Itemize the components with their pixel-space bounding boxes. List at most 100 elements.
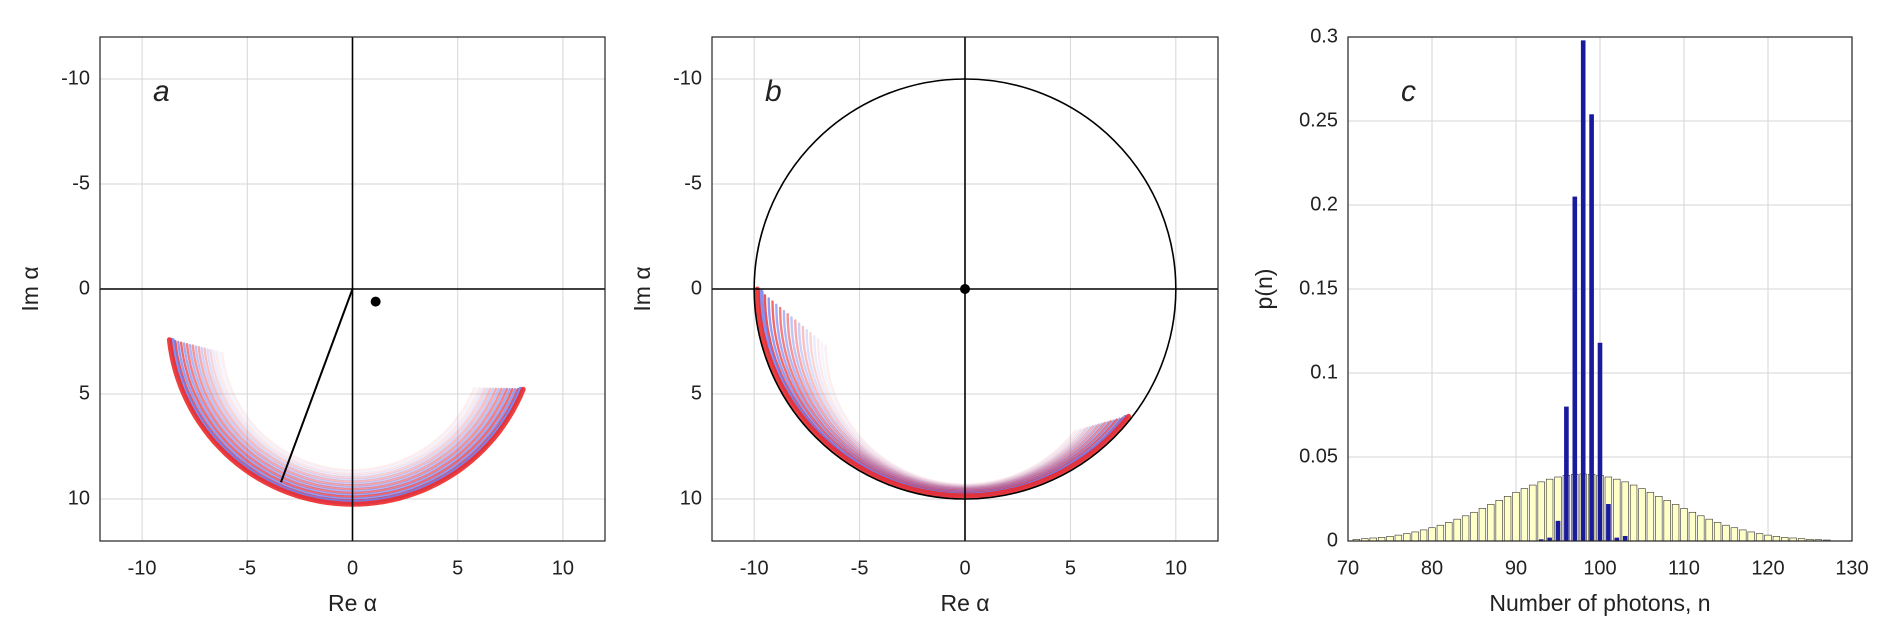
bar	[1520, 488, 1529, 542]
fringe	[197, 345, 498, 487]
y-tick-label: 0.1	[1310, 361, 1338, 383]
fringe	[754, 286, 1132, 499]
fringe	[215, 350, 481, 476]
x-tick-label: -10	[128, 557, 157, 579]
y-axis-label: Im α	[629, 266, 655, 311]
bar	[1453, 518, 1461, 542]
fringe	[813, 335, 1085, 488]
fringe	[191, 344, 503, 491]
y-tick-label: 0.05	[1299, 445, 1338, 467]
x-tick-label: 10	[1165, 557, 1187, 579]
x-tick-label: 110	[1668, 557, 1700, 579]
bar	[1622, 535, 1628, 541]
bar	[1537, 481, 1545, 542]
bar	[1564, 406, 1569, 541]
x-axis-label: Re α	[940, 590, 989, 616]
fringe	[220, 351, 476, 472]
x-tick-label: -5	[851, 557, 869, 579]
x-tick-label: 80	[1421, 557, 1443, 579]
bar	[1394, 534, 1403, 542]
fringe	[177, 340, 517, 500]
bar	[1529, 484, 1537, 542]
fringe	[185, 343, 508, 495]
y-tick-label: -10	[61, 67, 90, 89]
fringe	[206, 348, 489, 481]
y-tick-label: 0	[79, 277, 90, 299]
y-tick-label: -5	[684, 172, 702, 194]
x-axis-label: Number of photons, n	[1489, 590, 1710, 616]
y-tick-label: 5	[691, 382, 702, 404]
wigner-fringes	[754, 286, 1132, 499]
plot-frame	[711, 36, 1219, 542]
bar	[1470, 511, 1478, 542]
x-axis-label: Re α	[328, 590, 377, 616]
y-tick-label: -5	[72, 172, 90, 194]
fringe	[797, 322, 1097, 491]
circle	[753, 78, 1177, 500]
fringe	[203, 347, 492, 483]
bar	[1688, 511, 1697, 542]
fringe	[218, 351, 478, 474]
bar	[1461, 515, 1470, 542]
bar	[1495, 500, 1503, 542]
bar	[1713, 522, 1722, 542]
fringe	[182, 342, 511, 497]
bar	[1403, 533, 1411, 542]
bar	[1386, 535, 1394, 542]
bar	[1503, 496, 1512, 542]
x-tick-label: 10	[552, 557, 574, 579]
fringe	[820, 341, 1079, 487]
y-tick-label: 0.2	[1310, 193, 1338, 215]
bar	[1638, 488, 1646, 542]
x-tick-label: 120	[1751, 557, 1784, 579]
bar	[1580, 40, 1586, 542]
bar	[1614, 537, 1620, 541]
fringe	[794, 319, 1100, 491]
fringe	[801, 325, 1094, 490]
bar	[1572, 196, 1578, 541]
bar	[1663, 500, 1671, 542]
x-tick-label: 70	[1337, 557, 1359, 579]
fringe	[816, 338, 1082, 488]
bar	[1547, 537, 1552, 541]
fringe	[200, 346, 495, 485]
bar	[1747, 531, 1755, 542]
marker	[370, 296, 381, 307]
bar	[1722, 524, 1730, 542]
bar	[1730, 527, 1739, 542]
bar	[1755, 533, 1764, 542]
x-tick-label: 5	[452, 557, 463, 579]
bar	[1538, 539, 1544, 541]
bar	[1739, 529, 1747, 542]
y-tick-label: 0	[691, 277, 702, 299]
fringe	[809, 331, 1088, 489]
x-tick-label: -10	[740, 557, 769, 579]
bar	[1764, 534, 1772, 542]
bar	[1629, 484, 1638, 542]
wigner-fringes	[166, 337, 526, 507]
bar	[1697, 515, 1705, 542]
y-tick-label: 10	[68, 487, 90, 509]
y-axis-label: Im α	[17, 266, 43, 311]
bar	[1705, 518, 1713, 542]
fringe	[805, 328, 1091, 489]
x-tick-label: -5	[238, 557, 256, 579]
bar	[1680, 508, 1688, 542]
fringe	[209, 348, 487, 480]
bar	[1613, 478, 1621, 542]
bar	[1621, 481, 1629, 542]
bar	[1445, 522, 1453, 542]
bar	[1512, 491, 1520, 542]
bar	[1646, 491, 1655, 542]
bar	[1428, 527, 1436, 542]
bar	[1436, 524, 1445, 542]
x-tick-label: 0	[959, 557, 970, 579]
x-tick-label: 5	[1065, 557, 1076, 579]
y-tick-label: 10	[680, 487, 702, 509]
bar	[1597, 342, 1603, 541]
plot-frame	[1347, 36, 1853, 542]
bar	[1772, 535, 1781, 542]
bar	[1545, 478, 1554, 542]
bar	[1487, 504, 1495, 542]
